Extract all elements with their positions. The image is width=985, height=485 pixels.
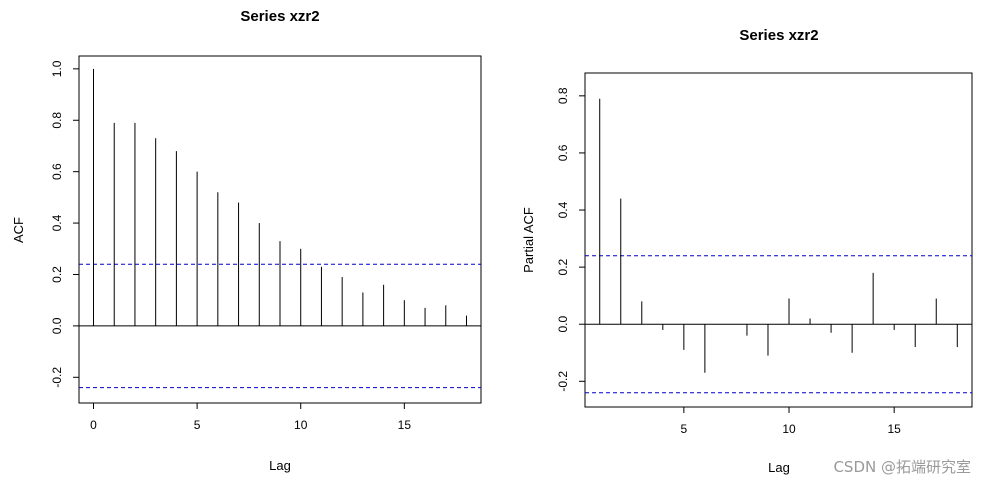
pacf-panel: Series xzr2 Lag Partial ACF 5 10 15 -0.2 0.0… bbox=[521, 27, 973, 475]
acf-y-tick-label: -0.2 bbox=[50, 367, 64, 388]
acf-x-tick-label: 10 bbox=[294, 418, 308, 432]
pacf-y-tick-label: -0.2 bbox=[556, 371, 570, 392]
acf-x-tick-label: 5 bbox=[194, 418, 201, 432]
csdn-watermark: CSDN @拓端研究室 bbox=[833, 458, 971, 476]
acf-x-tick-label: 15 bbox=[398, 418, 412, 432]
acf-y-tick-label: 0.8 bbox=[50, 112, 64, 129]
acf-y-axis-label: ACF bbox=[11, 217, 26, 243]
pacf-y-tick-label: 0.4 bbox=[556, 201, 570, 218]
pacf-x-tick-label: 15 bbox=[887, 422, 901, 436]
acf-panel: Series xzr2 Lag ACF 0 5 10 15 -0.2 0.0 0.2 0.4 0… bbox=[11, 8, 482, 473]
pacf-y-axis-label: Partial ACF bbox=[521, 207, 536, 273]
acf-x-tick-label: 0 bbox=[90, 418, 97, 432]
pacf-y-tick-label: 0.0 bbox=[556, 316, 570, 333]
acf-x-axis-label: Lag bbox=[269, 458, 291, 473]
acf-plot-frame bbox=[78, 55, 482, 404]
acf-title: Series xzr2 bbox=[240, 8, 319, 25]
pacf-plot-frame bbox=[584, 72, 973, 408]
pacf-x-axis-label: Lag bbox=[768, 460, 790, 475]
acf-y-tick-label: 0.6 bbox=[50, 163, 64, 180]
acf-y-tick-label: 0.0 bbox=[50, 317, 64, 334]
acf-y-tick-label: 0.2 bbox=[50, 266, 64, 283]
pacf-x-tick-label: 10 bbox=[782, 422, 796, 436]
pacf-y-tick-label: 0.6 bbox=[556, 144, 570, 161]
pacf-y-tick-label: 0.8 bbox=[556, 87, 570, 104]
pacf-x-tick-label: 5 bbox=[681, 422, 688, 436]
pacf-y-tick-label: 0.2 bbox=[556, 258, 570, 275]
acf-y-tick-label: 0.4 bbox=[50, 214, 64, 231]
acf-y-tick-label: 1.0 bbox=[50, 60, 64, 77]
pacf-title: Series xzr2 bbox=[739, 27, 818, 44]
